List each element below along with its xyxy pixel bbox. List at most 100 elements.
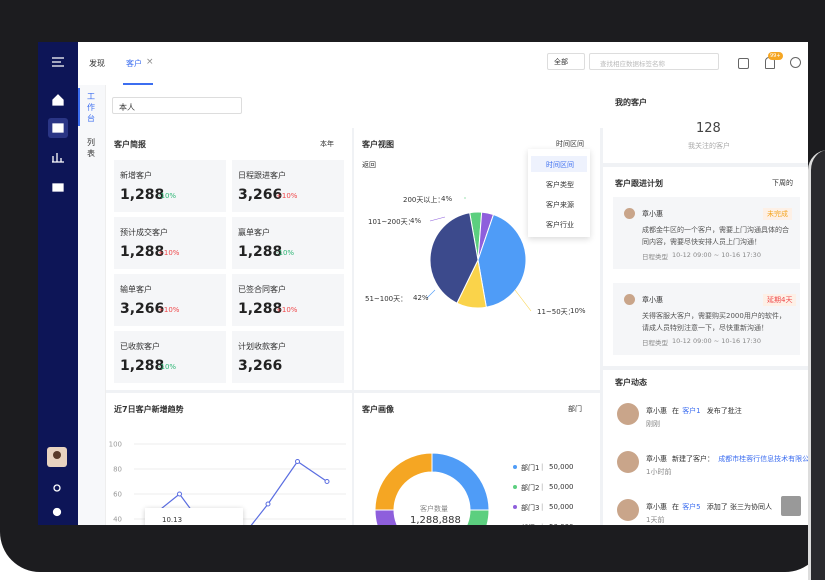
activity-link[interactable]: 客户1 <box>682 407 701 415</box>
y-tick-label: 40 <box>113 516 122 524</box>
stat-label: 输单客户 <box>120 285 152 294</box>
tab-close[interactable]: × <box>146 57 154 67</box>
side-menu-item[interactable]: 列表 <box>87 138 95 158</box>
menu-item[interactable]: 客户来源 <box>546 201 574 209</box>
pie-slice <box>477 213 527 308</box>
screen: 发现 客户 × 全部 查找相应数据标签名称 99+ 工作台列表 本人客户简报 本年新增客户 1,2… <box>38 42 808 525</box>
panel-title: 我的客户 <box>615 98 647 107</box>
legend-dot <box>513 485 517 489</box>
pie-value: 42% <box>413 294 429 302</box>
y-tick-label: 60 <box>113 491 122 499</box>
stat-card <box>232 331 344 383</box>
activity-text: 发布了批注 <box>706 407 742 415</box>
stat-card <box>114 217 226 269</box>
side-menu <box>78 85 106 525</box>
activity-name: 章小惠 <box>646 503 667 511</box>
count-caption: 我关注的客户 <box>688 142 730 150</box>
chart-icon[interactable] <box>52 153 64 163</box>
leader-line <box>429 216 446 222</box>
back-link[interactable]: 返回 <box>362 161 376 169</box>
stat-value: 1,288 <box>238 301 283 317</box>
activity-name: 章小惠 <box>646 407 667 415</box>
badge: 99+ <box>768 52 783 60</box>
legend-value: 50,000 <box>549 503 574 511</box>
menu-item[interactable]: 时间区间 <box>546 161 574 169</box>
trend-point <box>177 491 182 497</box>
panel-title: 客户画像 <box>362 405 394 414</box>
view-filter[interactable]: 时间区间 <box>556 140 584 148</box>
stat-card <box>114 160 226 212</box>
count: 128 <box>696 121 721 136</box>
pie-chart <box>426 197 532 312</box>
leader-line <box>426 289 436 299</box>
stat-change: -10% <box>158 192 177 200</box>
plan-content: 关得客服大客户，需要购买2000用户的软件，请成人员特别注意一下，尽快重新沟通！ <box>642 312 786 332</box>
activity-time: 刚刚 <box>646 420 660 428</box>
activity-name: 章小惠 <box>646 455 667 463</box>
tab-underline <box>123 83 153 85</box>
activity-text: 新建了客户： <box>672 455 714 463</box>
settings-icon[interactable] <box>53 484 61 492</box>
donut-label: 客户数量 <box>420 505 448 513</box>
stat-label: 赢单客户 <box>238 228 270 237</box>
stat-value: 1,288 <box>238 244 283 260</box>
help-icon[interactable] <box>52 507 62 517</box>
trend-point <box>265 501 271 507</box>
home-icon[interactable] <box>52 94 64 106</box>
activity-link[interactable]: 客户5 <box>682 503 701 511</box>
tab[interactable]: 发现 <box>89 59 105 68</box>
legend-dot <box>513 465 517 469</box>
case-icon[interactable] <box>52 183 64 192</box>
stat-change: -10% <box>276 249 295 257</box>
grid-icon[interactable] <box>738 58 749 69</box>
power-icon[interactable] <box>790 57 801 68</box>
legend-name: 部门1 <box>521 464 540 472</box>
tooltip-text: 10.13 <box>162 516 183 524</box>
activity-link[interactable]: 成都市桂蓉行信息技术有限公司 <box>718 455 808 463</box>
avatar-head <box>53 451 61 459</box>
activity-text: 在 <box>672 503 679 511</box>
plan-filter[interactable]: 下周的 <box>772 179 793 187</box>
owner-select[interactable]: 本人 <box>112 97 242 114</box>
panel-title: 近7日客户新增趋势 <box>114 405 184 414</box>
panel-title: 客户跟进计划 <box>615 179 663 188</box>
side-menu-item[interactable]: 工作台 <box>87 92 95 123</box>
plan-name: 章小惠 <box>642 210 663 218</box>
leader-line <box>514 289 532 312</box>
portrait-filter[interactable]: 部门 <box>568 405 582 413</box>
stat-label: 预计成交客户 <box>120 228 168 237</box>
plan-name: 章小惠 <box>642 296 663 304</box>
activity-avatar <box>617 451 639 473</box>
legend-name: 部门3 <box>521 504 540 512</box>
plan-avatar <box>624 294 635 305</box>
stat-value: 1,288 <box>120 358 165 374</box>
stat-change: -10% <box>158 363 177 371</box>
panel-title: 客户简报 <box>114 140 146 149</box>
filter-bar <box>106 85 603 128</box>
legend-dot <box>513 505 517 509</box>
stat-change: +10% <box>276 306 298 314</box>
legend-sep: | <box>541 523 543 525</box>
menu-item[interactable]: 客户行业 <box>546 221 574 229</box>
pie-value: 4% <box>441 195 453 203</box>
menu-icon[interactable] <box>52 57 64 67</box>
scope-select[interactable]: 全部 <box>547 53 585 70</box>
legend-sep: | <box>541 503 544 511</box>
stat-label: 计划收款客户 <box>238 342 286 351</box>
period-select[interactable]: 本年 <box>320 140 334 148</box>
stat-label: 日程跟进客户 <box>238 171 286 180</box>
stat-card <box>232 160 344 212</box>
plan-time: 10-12 09:00 ~ 10-16 17:30 <box>672 337 761 345</box>
trend-panel <box>106 393 352 525</box>
activity-text: 添加了 张三为协同人 <box>706 503 773 511</box>
y-tick-label: 80 <box>113 466 122 474</box>
legend-value: 50,000 <box>549 483 574 491</box>
tab-active[interactable]: 客户 <box>126 59 142 68</box>
search-box[interactable]: 查找相应数据标签名称 <box>589 53 719 70</box>
add-button[interactable] <box>781 496 801 516</box>
menu-item[interactable]: 客户类型 <box>546 181 574 189</box>
y-tick-label: 100 <box>109 441 122 449</box>
stat-label: 新增客户 <box>120 171 152 180</box>
stat-value: 1,288 <box>120 187 165 203</box>
